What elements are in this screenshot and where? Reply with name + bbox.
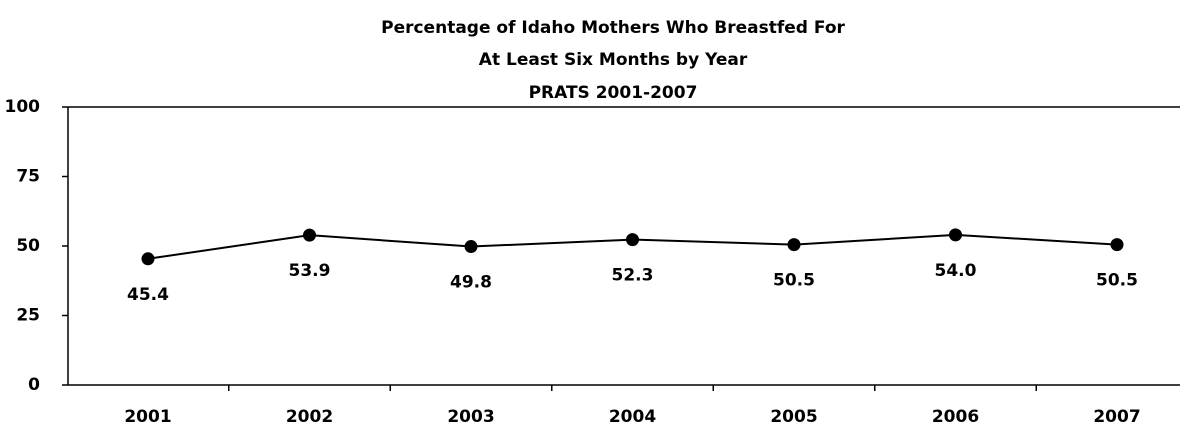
data-label: 52.3	[612, 266, 654, 286]
x-tick-label: 2007	[1093, 407, 1140, 427]
x-tick-label: 2005	[770, 407, 817, 427]
data-point	[949, 228, 962, 242]
x-tick-label: 2002	[286, 407, 333, 427]
data-point	[1110, 238, 1124, 252]
data-point	[626, 233, 639, 247]
x-tick-label: 2003	[447, 407, 494, 427]
chart-title-line: Percentage of Idaho Mothers Who Breastfe…	[381, 18, 845, 38]
y-tick-label: 50	[16, 236, 40, 256]
data-point	[303, 228, 316, 242]
y-tick-label: 100	[5, 97, 41, 117]
x-tick-label: 2004	[609, 407, 656, 427]
data-point	[141, 252, 155, 266]
chart-title-line: PRATS 2001-2007	[529, 83, 698, 103]
y-tick-label: 0	[28, 375, 40, 395]
y-tick-label: 25	[16, 306, 40, 326]
x-tick-label: 2001	[124, 407, 171, 427]
data-label: 49.8	[450, 273, 492, 293]
y-tick-label: 75	[16, 167, 40, 187]
chart-title-line: At Least Six Months by Year	[479, 50, 748, 70]
x-tick-label: 2006	[932, 407, 979, 427]
data-label: 54.0	[935, 261, 977, 281]
data-label: 50.5	[1096, 271, 1138, 291]
data-point	[787, 238, 801, 252]
data-point	[464, 240, 478, 254]
data-label: 50.5	[773, 271, 815, 291]
data-label: 53.9	[289, 261, 331, 281]
data-label: 45.4	[127, 285, 169, 305]
